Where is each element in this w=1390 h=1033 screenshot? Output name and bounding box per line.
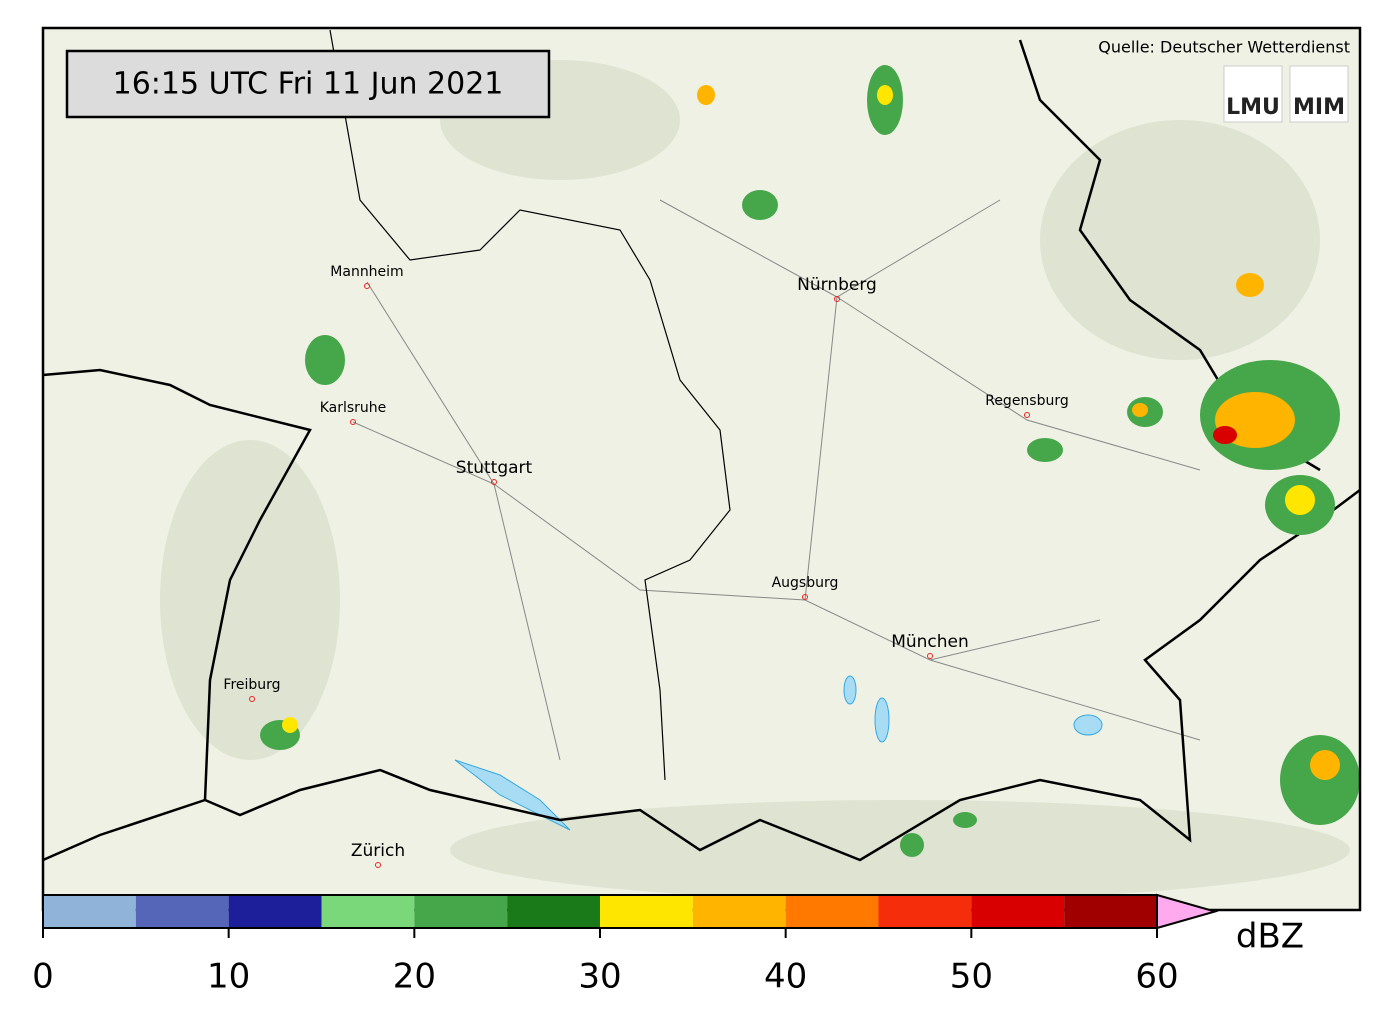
city-label: München [891,632,969,652]
city-marker [1024,412,1030,418]
colorbar-tick-label: 30 [578,957,621,997]
city-label: Freiburg [223,677,280,693]
timestamp: 16:15 UTC Fri 11 Jun 2021 [113,67,504,102]
timestamp-box [65,49,551,119]
city-marker [802,594,808,600]
colorbar-tick-label: 10 [207,957,250,997]
colorbar-tick-label: 50 [950,957,993,997]
colorbar-segment [135,895,229,928]
colorbar-segment [600,895,693,928]
colorbar-tick-label: 20 [393,957,436,997]
logo-text: LMU [1226,95,1280,120]
colorbar-tick-label: 60 [1135,957,1178,997]
city-marker [249,696,255,702]
colorbar-segment [971,895,1065,928]
city-marker [491,479,497,485]
roads [352,199,1201,761]
city-label: Augsburg [772,575,839,591]
city-label: Regensburg [985,393,1069,409]
city-label: Zürich [351,841,405,861]
colorbar-tick-label: 0 [32,957,54,997]
state-borders [329,29,731,781]
colorbar-segment [507,895,600,928]
colorbar-unit: dBZ [1236,917,1304,957]
colorbar-segment [228,895,322,928]
logo-box [1289,65,1349,123]
colorbar-segment [878,895,972,928]
colorbar-segment [1064,895,1157,928]
city-marker [350,419,356,425]
colorbar-segment [414,895,508,928]
colorbar-segment [43,895,136,928]
logo-box [1223,65,1283,123]
colorbar-segment [692,895,786,928]
city-label: Mannheim [330,264,403,280]
city-marker [364,283,370,289]
city-label: Nürnberg [797,275,877,295]
colorbar-segment [321,895,415,928]
colorbar-segment [785,895,879,928]
lakes [454,675,1103,831]
source-credit: Quelle: Deutscher Wetterdienst [1098,38,1350,57]
city-label: Stuttgart [456,458,533,478]
radar-echoes [260,65,1360,857]
colorbar-tick-label: 40 [764,957,807,997]
city-marker [834,296,840,302]
logo-text: MIM [1293,95,1345,120]
city-marker [375,862,381,868]
city-label: Karlsruhe [320,400,387,416]
city-marker [927,653,933,659]
